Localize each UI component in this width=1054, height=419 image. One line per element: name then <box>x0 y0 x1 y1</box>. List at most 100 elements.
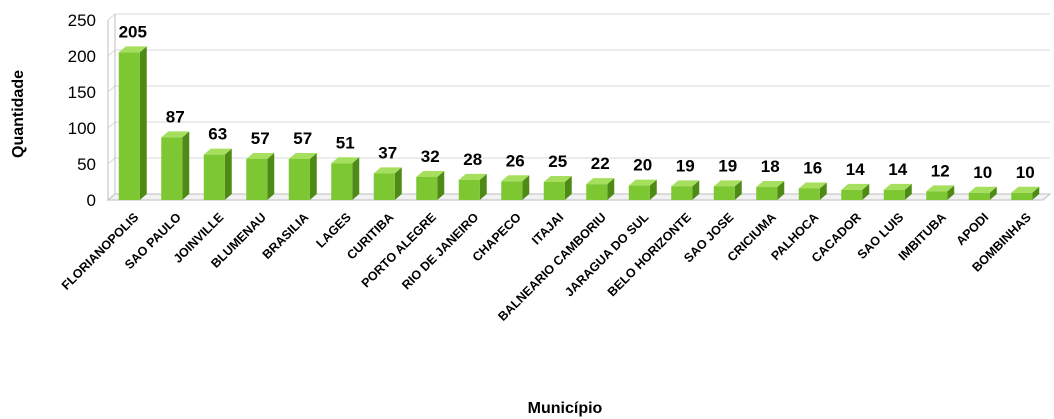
bar-side <box>649 179 657 200</box>
bar-front <box>373 173 395 200</box>
data-label: 10 <box>973 163 992 182</box>
data-label: 19 <box>718 156 737 175</box>
data-label: 12 <box>931 161 950 180</box>
bar-top <box>713 180 742 187</box>
bar <box>968 186 997 200</box>
bar-top <box>926 185 955 192</box>
bar-front <box>501 181 523 200</box>
bar <box>331 157 360 200</box>
bar-side <box>989 186 997 200</box>
bar-side <box>862 183 870 200</box>
category-label: FLORIANOPOLIS <box>59 210 142 293</box>
bar-side <box>607 178 615 200</box>
bar-front <box>926 191 948 200</box>
bar-side <box>437 170 445 200</box>
bar-front <box>756 187 778 200</box>
y-tick-label: 150 <box>68 83 96 102</box>
bar-top <box>373 167 402 174</box>
bar-side <box>1032 186 1040 200</box>
data-label: 14 <box>888 160 907 179</box>
bar <box>416 170 445 200</box>
bar-top <box>1011 186 1040 193</box>
data-label: 10 <box>1016 163 1035 182</box>
bar-front <box>671 186 693 200</box>
data-label: 28 <box>463 150 482 169</box>
bar-top <box>671 180 700 187</box>
data-label: 14 <box>846 160 865 179</box>
bar-side <box>734 180 742 200</box>
y-axis-ticks: 0 50 100 150 200 250 <box>68 11 96 210</box>
y-tick-label: 0 <box>87 191 96 210</box>
bar <box>671 180 700 200</box>
bar-top <box>968 186 997 193</box>
gridline-side <box>107 157 116 165</box>
bar-front <box>713 186 735 200</box>
category-label: PORTO ALEGRE <box>359 210 439 290</box>
bar-top <box>331 157 360 164</box>
bar-top <box>543 176 572 182</box>
bar-side <box>777 181 785 200</box>
bar <box>756 181 785 200</box>
bar-top <box>458 173 487 180</box>
y-tick-label: 200 <box>68 47 96 66</box>
bar-side <box>267 152 275 200</box>
bar-front <box>458 179 480 200</box>
bar-side <box>182 131 190 200</box>
y-tick-label: 250 <box>68 11 96 30</box>
bar-top <box>118 46 147 53</box>
bar <box>501 175 530 200</box>
bar-front <box>1011 192 1033 200</box>
bar <box>118 46 147 201</box>
bar-top <box>288 152 317 159</box>
data-label: 63 <box>208 125 227 144</box>
y-axis-title: Quantidade <box>10 70 27 158</box>
data-label: 16 <box>803 158 822 177</box>
gridline-side <box>107 121 116 129</box>
bar-top <box>501 175 530 182</box>
data-label: 51 <box>336 133 355 152</box>
category-label: BRASILIA <box>260 210 312 262</box>
data-label: 32 <box>421 147 440 166</box>
data-label: 57 <box>251 129 270 148</box>
bar-side <box>692 180 700 200</box>
data-label: 205 <box>119 22 147 41</box>
bar-front <box>161 137 183 200</box>
bar <box>713 180 742 200</box>
gridline-side <box>107 49 116 57</box>
bar <box>203 148 232 200</box>
data-labels: 205 87 63 57 57 51 37 32 28 26 25 22 20 19 19 18 16 14 14 1… <box>119 22 1035 181</box>
bar <box>458 173 487 200</box>
bar-top <box>841 183 870 190</box>
bar-side <box>564 176 572 200</box>
bar-top <box>246 152 275 159</box>
bar-top <box>161 131 190 138</box>
bar-top <box>586 178 615 185</box>
category-label: ITAJAI <box>529 210 566 247</box>
bar <box>373 167 402 200</box>
category-label: RIO DE JANEIRO <box>399 210 481 292</box>
bar-front <box>203 154 225 200</box>
bars <box>118 46 1040 201</box>
gridline-side <box>107 85 116 93</box>
bar-side <box>309 152 317 200</box>
gridline-side <box>107 13 116 21</box>
bar-front <box>288 158 310 200</box>
bar-front <box>798 188 820 200</box>
bar <box>1011 186 1040 200</box>
bar-top <box>203 148 232 155</box>
data-label: 87 <box>166 107 185 126</box>
bar <box>543 176 572 200</box>
bar-front <box>543 182 565 200</box>
bar-top <box>798 182 827 189</box>
bar-front <box>246 158 268 200</box>
bar-front <box>968 192 990 200</box>
y-tick-label: 100 <box>68 119 96 138</box>
data-label: 19 <box>676 156 695 175</box>
category-label: APODI <box>953 210 991 248</box>
x-axis-title: Município <box>528 400 603 417</box>
bar-top <box>883 183 912 190</box>
bar-front <box>331 163 353 200</box>
bar-front <box>118 52 140 201</box>
data-label: 37 <box>378 143 397 162</box>
